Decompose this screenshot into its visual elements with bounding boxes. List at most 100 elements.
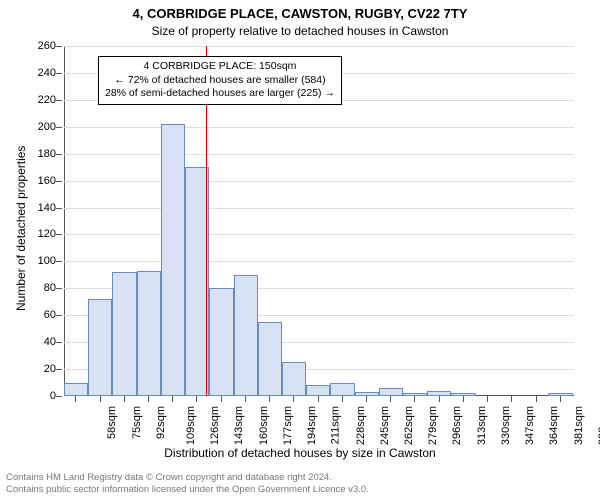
x-tick [124, 396, 125, 402]
x-tick [463, 396, 464, 402]
histogram-bar [161, 124, 185, 396]
y-tick-label: 100 [26, 255, 56, 267]
chart-subtitle: Size of property relative to detached ho… [0, 24, 600, 38]
y-tick-label: 60 [26, 309, 56, 321]
chart-container: 4, CORBRIDGE PLACE, CAWSTON, RUGBY, CV22… [0, 0, 600, 500]
x-tick [293, 396, 294, 402]
histogram-bar [88, 299, 112, 396]
x-tick-label: 177sqm [282, 406, 294, 445]
x-tick-label: 330sqm [500, 406, 512, 445]
y-tick [56, 181, 62, 182]
chart-title: 4, CORBRIDGE PLACE, CAWSTON, RUGBY, CV22… [0, 6, 600, 21]
x-tick [75, 396, 76, 402]
x-axis-title: Distribution of detached houses by size … [0, 446, 600, 460]
x-tick-label: 126sqm [209, 406, 221, 445]
x-tick-label: 92sqm [155, 406, 167, 439]
x-tick-label: 143sqm [234, 406, 246, 445]
x-tick [366, 396, 367, 402]
y-tick [56, 261, 62, 262]
y-tick-label: 160 [26, 175, 56, 187]
x-tick-label: 313sqm [476, 406, 488, 445]
y-tick-label: 200 [26, 121, 56, 133]
x-tick [414, 396, 415, 402]
x-tick [269, 396, 270, 402]
y-tick-label: 140 [26, 202, 56, 214]
grid-line [64, 46, 574, 47]
x-tick-label: 160sqm [258, 406, 270, 445]
grid-line [64, 208, 574, 209]
x-tick-label: 296sqm [452, 406, 464, 445]
x-tick-label: 381sqm [573, 406, 585, 445]
histogram-bar [234, 275, 258, 396]
y-tick [56, 342, 62, 343]
x-tick [390, 396, 391, 402]
x-tick-label: 364sqm [548, 406, 560, 445]
grid-line [64, 261, 574, 262]
x-tick-label: 347sqm [524, 406, 536, 445]
histogram-bar [64, 383, 88, 396]
y-tick [56, 127, 62, 128]
x-tick [439, 396, 440, 402]
y-tick [56, 234, 62, 235]
x-tick-label: 228sqm [355, 406, 367, 445]
y-tick-label: 20 [26, 363, 56, 375]
x-tick-label: 58sqm [106, 406, 118, 439]
x-tick [196, 396, 197, 402]
grid-line [64, 234, 574, 235]
x-tick-label: 262sqm [403, 406, 415, 445]
x-tick [536, 396, 537, 402]
y-tick-label: 80 [26, 282, 56, 294]
footer-line-2: Contains public sector information licen… [6, 484, 369, 496]
histogram-bar [209, 288, 233, 396]
x-tick-label: 245sqm [379, 406, 391, 445]
footer-attribution: Contains HM Land Registry data © Crown c… [6, 472, 369, 496]
x-tick-label: 75sqm [131, 406, 143, 439]
y-tick-label: 240 [26, 67, 56, 79]
grid-line [64, 127, 574, 128]
y-tick-label: 180 [26, 148, 56, 160]
x-tick [342, 396, 343, 402]
histogram-bar [137, 271, 161, 396]
info-line-3: 28% of semi-detached houses are larger (… [105, 87, 335, 101]
x-tick [172, 396, 173, 402]
x-tick-label: 211sqm [330, 406, 342, 444]
y-tick [56, 315, 62, 316]
x-tick [318, 396, 319, 402]
histogram-bar [112, 272, 136, 396]
x-tick [221, 396, 222, 402]
info-annotation-box: 4 CORBRIDGE PLACE: 150sqm ← 72% of detac… [98, 56, 342, 105]
x-tick [560, 396, 561, 402]
histogram-bar [282, 362, 306, 396]
y-tick-label: 120 [26, 228, 56, 240]
y-tick [56, 208, 62, 209]
y-tick-label: 0 [26, 390, 56, 402]
y-tick-label: 260 [26, 40, 56, 52]
info-line-2: ← 72% of detached houses are smaller (58… [105, 74, 335, 88]
x-tick [148, 396, 149, 402]
x-tick-label: 194sqm [306, 406, 318, 445]
y-tick-label: 220 [26, 94, 56, 106]
histogram-bar [330, 383, 354, 396]
y-tick [56, 73, 62, 74]
x-tick [511, 396, 512, 402]
y-tick [56, 46, 62, 47]
y-tick [56, 154, 62, 155]
x-tick-label: 279sqm [427, 406, 439, 445]
x-tick-label: 109sqm [185, 406, 197, 445]
footer-line-1: Contains HM Land Registry data © Crown c… [6, 472, 369, 484]
x-tick [100, 396, 101, 402]
info-line-1: 4 CORBRIDGE PLACE: 150sqm [105, 60, 335, 74]
y-tick [56, 288, 62, 289]
histogram-bar [258, 322, 282, 396]
y-tick [56, 396, 62, 397]
histogram-bar [379, 388, 403, 396]
grid-line [64, 181, 574, 182]
histogram-bar [306, 385, 330, 396]
x-tick [487, 396, 488, 402]
y-axis-line [64, 46, 65, 396]
grid-line [64, 154, 574, 155]
y-tick-label: 40 [26, 336, 56, 348]
x-tick [245, 396, 246, 402]
y-tick [56, 100, 62, 101]
y-tick [56, 369, 62, 370]
